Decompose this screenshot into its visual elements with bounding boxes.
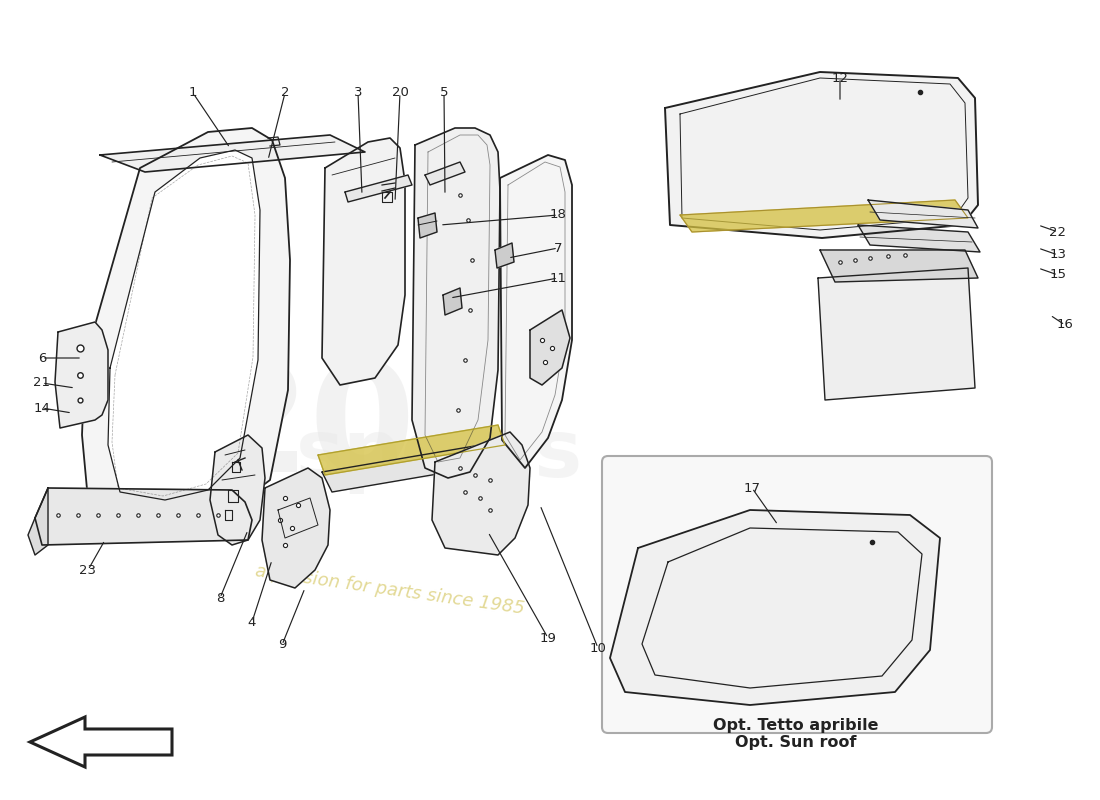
Polygon shape	[35, 488, 252, 545]
Text: 21: 21	[33, 377, 51, 390]
Text: 18: 18	[550, 209, 566, 222]
Text: a passion for parts since 1985: a passion for parts since 1985	[254, 562, 526, 618]
Polygon shape	[100, 135, 365, 172]
Polygon shape	[443, 288, 462, 315]
Polygon shape	[858, 225, 980, 252]
Polygon shape	[432, 432, 530, 555]
Polygon shape	[425, 162, 465, 185]
Polygon shape	[108, 150, 260, 500]
Text: 17: 17	[744, 482, 760, 494]
Text: 22: 22	[1049, 226, 1067, 238]
Polygon shape	[495, 243, 514, 268]
Text: Opt. Sun roof: Opt. Sun roof	[735, 735, 857, 750]
Text: 1: 1	[189, 86, 197, 99]
Polygon shape	[820, 250, 978, 282]
Text: 16: 16	[1057, 318, 1074, 331]
Polygon shape	[322, 138, 405, 385]
Text: 7: 7	[553, 242, 562, 254]
FancyArrow shape	[30, 717, 172, 767]
Polygon shape	[868, 200, 978, 228]
Text: 6: 6	[37, 351, 46, 365]
Text: sports: sports	[296, 416, 584, 494]
Polygon shape	[210, 435, 265, 545]
Text: 20: 20	[392, 86, 408, 99]
Polygon shape	[318, 425, 505, 475]
Text: 5: 5	[440, 86, 449, 99]
Text: 2: 2	[280, 86, 289, 99]
Polygon shape	[28, 488, 48, 555]
Text: Opt. Tetto apribile: Opt. Tetto apribile	[713, 718, 879, 733]
Text: 12: 12	[832, 71, 848, 85]
Polygon shape	[55, 322, 108, 428]
Polygon shape	[530, 310, 570, 385]
Polygon shape	[82, 128, 290, 525]
Polygon shape	[345, 175, 412, 202]
Text: 23: 23	[79, 563, 97, 577]
Text: 3: 3	[354, 86, 362, 99]
Text: 19: 19	[540, 631, 557, 645]
Text: 15: 15	[1049, 269, 1067, 282]
Text: 20: 20	[204, 355, 416, 505]
Polygon shape	[418, 213, 437, 238]
Polygon shape	[680, 200, 968, 232]
Polygon shape	[500, 155, 572, 468]
Polygon shape	[666, 72, 978, 238]
Polygon shape	[610, 510, 940, 705]
Polygon shape	[262, 468, 330, 588]
Text: 11: 11	[550, 271, 566, 285]
Text: 9: 9	[278, 638, 286, 651]
Text: 8: 8	[216, 591, 224, 605]
Polygon shape	[818, 268, 975, 400]
Polygon shape	[322, 442, 508, 492]
Text: 10: 10	[590, 642, 606, 654]
Text: 4: 4	[248, 615, 256, 629]
FancyBboxPatch shape	[602, 456, 992, 733]
Text: 14: 14	[34, 402, 51, 414]
Text: 13: 13	[1049, 249, 1067, 262]
Polygon shape	[412, 128, 500, 478]
